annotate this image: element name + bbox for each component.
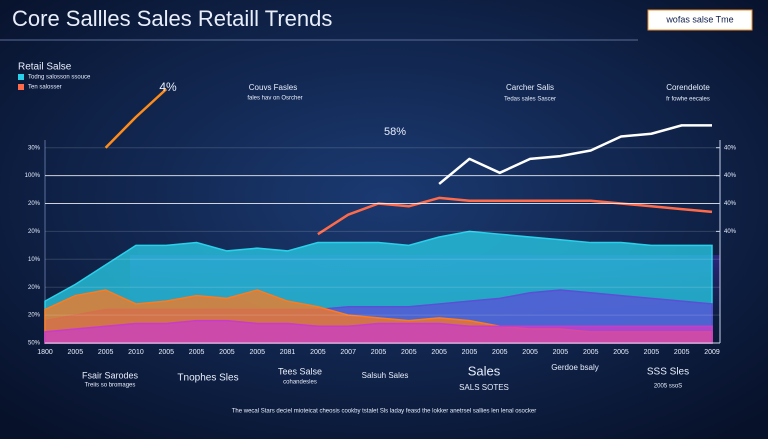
x-tick-label: 2005 (462, 349, 478, 356)
area (44, 319, 713, 344)
legend-swatch (18, 74, 24, 80)
annotation: Tedas sales Sascer (504, 97, 556, 103)
x-tick-label: 2007 (340, 349, 356, 356)
caption: The wecal Stars deciel mioteicat cheosis… (232, 409, 536, 415)
annotation: Couvs Fasles (249, 83, 297, 92)
x-tick-label: 2005 (98, 349, 114, 356)
x-tick-label: 2005 (583, 349, 599, 356)
x-tick-label: 2081 (280, 349, 296, 356)
footer-label: Tnophes Sles (177, 373, 238, 384)
footer-label: SALS SOTES (459, 383, 509, 392)
chart-title: Core Sallles Sales Retaill Trends (12, 6, 332, 31)
y2-tick-label: 40% (724, 229, 737, 235)
annotation: Corendelote (666, 83, 710, 92)
x-tick-label: 1800 (37, 349, 53, 356)
x-tick-label: 2005 (68, 349, 84, 356)
x-tick-label: 2005 (644, 349, 660, 356)
badge-box (647, 9, 753, 31)
footer-label: Salsuh Sales (362, 371, 409, 380)
legend-swatch (18, 84, 24, 90)
x-tick-label: 2005 (189, 349, 205, 356)
annotation: fales hav on Osrcher (247, 96, 302, 102)
x-tick-label: 2005 (613, 349, 629, 356)
y-tick-label: 100% (25, 173, 41, 179)
y-tick-label: 20% (28, 201, 41, 207)
x-tick-label: 2005 (674, 349, 690, 356)
legend-label: Ten salosser (28, 85, 62, 91)
y-tick-label: 30% (28, 145, 41, 151)
x-tick-label: 2005 (431, 349, 447, 356)
legend-title: Retail Salse (18, 62, 72, 73)
line (104, 88, 168, 149)
x-tick-label: 2005 (522, 349, 538, 356)
annotation: 58% (384, 126, 406, 138)
annotation: fr fowhe eecales (666, 97, 710, 103)
footer-label: Tees Salse (278, 366, 322, 376)
y-tick-label: 20% (28, 285, 41, 291)
footer-label: Sales (468, 363, 501, 378)
x-tick-label: 2005 (219, 349, 235, 356)
y2-tick-label: 40% (724, 145, 737, 151)
x-tick-label: 2005 (371, 349, 387, 356)
x-tick-label: 2005 (249, 349, 265, 356)
footer-label: Treiis so bromages (85, 383, 136, 389)
x-tick-label: 2005 (310, 349, 326, 356)
y-tick-label: 50% (28, 341, 41, 347)
y2-tick-label: 40% (724, 201, 737, 207)
x-tick-label: 2005 (492, 349, 508, 356)
legend-label: Todng salosson ssouce (28, 75, 91, 81)
footer-label: SSS Sles (647, 367, 689, 378)
x-tick-label: 2009 (704, 349, 720, 356)
annotation: 4% (159, 80, 177, 94)
x-tick-label: 2005 (553, 349, 569, 356)
annotation: Carcher Salis (506, 83, 554, 92)
footer-label: Fsair Sarodes (82, 370, 139, 380)
badge: wofas salse Tme (665, 14, 733, 24)
x-tick-label: 2005 (401, 349, 417, 356)
line (438, 124, 712, 185)
y-tick-label: 20% (28, 229, 41, 235)
footer-label: Gerdoe bsaly (551, 363, 599, 372)
y-tick-label: 10% (28, 257, 41, 263)
footer-label: 2005 ssoS (654, 384, 682, 390)
x-tick-label: 2010 (128, 349, 144, 356)
y2-tick-label: 40% (724, 173, 737, 179)
x-tick-label: 2005 (158, 349, 174, 356)
y-tick-label: 20% (28, 313, 41, 319)
footer-label: cohandesles (283, 380, 317, 386)
